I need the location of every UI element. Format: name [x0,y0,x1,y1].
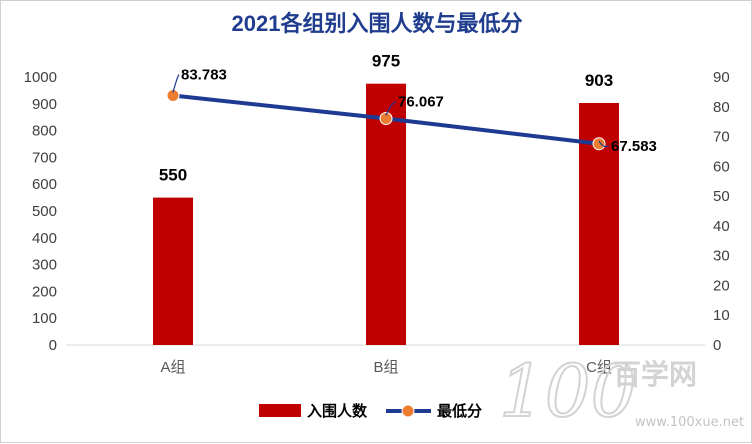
line-data-label: 83.783 [181,67,227,84]
right-y-tick-label: 80 [713,99,730,116]
bar [366,83,406,345]
right-y-tick-label: 20 [713,277,730,294]
x-category-label: C组 [586,359,612,376]
right-y-tick-label: 10 [713,307,730,324]
left-y-tick-label: 200 [32,283,57,300]
legend-bar-swatch [259,404,301,417]
bar-data-label: 903 [585,71,613,90]
chart-title: 2021各组别入围人数与最低分 [232,11,523,36]
bar-data-label: 975 [372,52,400,71]
watermark-url: www.100xue.net [635,415,744,430]
line-label-leader [598,140,610,148]
right-y-tick-label: 30 [713,248,730,265]
watermark-number: 100 [499,349,636,433]
line-data-label: 76.067 [398,93,444,110]
x-axis-categories: A组 B组 C组 [160,359,611,376]
line-data-label: 67.583 [611,138,657,155]
x-category-label: B组 [373,359,398,376]
bar [153,197,193,345]
bar-data-label: 550 [159,166,187,185]
right-y-tick-label: 70 [713,129,730,146]
right-y-tick-label: 0 [713,337,721,354]
right-y-tick-label: 60 [713,158,730,175]
legend: 入围人数 最低分 [259,402,482,420]
left-y-tick-label: 500 [32,203,57,220]
x-category-label: A组 [160,359,185,376]
watermark-site-name: 百学网 [613,358,697,391]
line-point [379,111,393,125]
legend-line-label: 最低分 [437,402,482,420]
right-y-tick-label: 90 [713,69,730,86]
legend-line-marker [401,404,415,418]
left-y-tick-label: 600 [32,176,57,193]
right-y-tick-label: 50 [713,188,730,205]
left-y-tick-label: 300 [32,257,57,274]
left-y-tick-label: 1000 [24,69,57,86]
line-data-labels: 83.783 76.067 67.583 [172,67,657,155]
left-y-tick-label: 700 [32,149,57,166]
line-label-leader [172,74,180,93]
left-y-tick-label: 900 [32,96,57,113]
line-point [166,89,180,103]
left-y-tick-label: 0 [49,337,57,354]
left-y-tick-label: 800 [32,123,57,140]
right-y-tick-label: 40 [713,218,730,235]
bar-data-labels: 550 975 903 [159,52,613,185]
left-y-tick-label: 400 [32,230,57,247]
watermark-logo: 100 百学网 www.100xue.net [498,348,744,434]
legend-bar-label: 入围人数 [307,402,368,420]
line-label-leader [385,100,397,116]
line-point [592,137,606,151]
left-y-tick-label: 100 [32,310,57,327]
line-series [166,89,606,151]
left-y-axis: 0 100 200 300 400 500 600 700 800 900 1000 [24,69,57,354]
right-y-axis: 0 10 20 30 40 50 60 70 80 90 [713,69,730,354]
